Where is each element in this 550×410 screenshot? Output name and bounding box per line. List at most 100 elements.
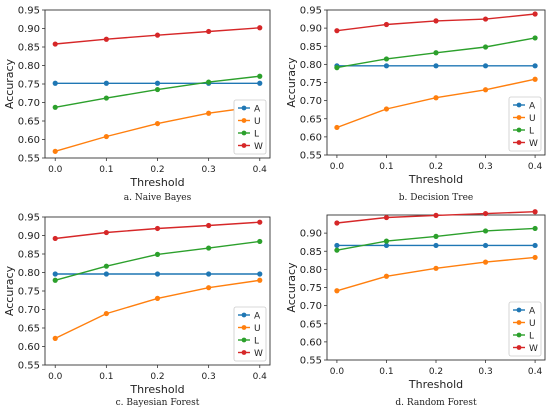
data-point-A <box>433 63 439 69</box>
data-point-L <box>154 86 161 93</box>
legend-marker-L <box>241 130 247 136</box>
y-tick-label: 0.85 <box>300 42 322 53</box>
data-point-W <box>103 229 109 236</box>
data-point-A <box>334 242 340 249</box>
chart-random-forest: 0.55 0.60 0.65 0.70 0.75 0.80 0.85 0.90 0.0 0.1 0.… <box>285 209 546 408</box>
y-tick-label: 0.65 <box>18 117 40 128</box>
data-point-A <box>383 63 390 69</box>
data-point-A <box>482 63 489 69</box>
data-point-W <box>482 210 489 217</box>
data-point-L <box>482 44 489 50</box>
data-point-W <box>257 219 263 225</box>
y-tick-label: 0.70 <box>18 98 40 109</box>
chart-bayesian-forest: 0.55 0.60 0.65 0.70 0.75 0.80 0.85 0.90 0.95 0.0 0… <box>3 213 271 408</box>
x-axis-label: Threshold <box>408 173 463 186</box>
data-point-W <box>52 235 58 242</box>
data-point-U <box>482 87 489 93</box>
legend-label-U: U <box>529 319 536 329</box>
data-point-U <box>206 285 212 291</box>
y-tick-label: 0.65 <box>300 114 322 125</box>
y-tick-label: 0.95 <box>18 6 40 17</box>
y-tick-label: 0.60 <box>300 337 322 348</box>
data-point-W <box>433 212 439 218</box>
x-tick-label: 0.4 <box>253 165 268 175</box>
data-point-U <box>103 133 109 140</box>
y-tick-label: 0.65 <box>18 324 40 335</box>
y-tick-label: 0.90 <box>300 24 322 35</box>
y-tick-label: 0.80 <box>18 61 40 72</box>
x-tick-label: 0.2 <box>150 372 164 382</box>
data-point-L <box>334 247 340 253</box>
data-point-L <box>482 228 489 234</box>
data-point-L <box>334 65 340 71</box>
y-tick-label: 0.70 <box>300 301 322 312</box>
x-tick-label: 0.3 <box>201 165 215 175</box>
data-point-U <box>52 335 58 341</box>
x-tick-label: 0.0 <box>330 367 345 377</box>
y-tick-label: 0.55 <box>300 151 322 162</box>
legend-label-A: A <box>529 307 536 317</box>
legend-label-L: L <box>254 130 259 140</box>
data-point-L <box>52 104 58 110</box>
x-tick-label: 0.4 <box>528 367 543 377</box>
data-point-W <box>334 220 340 226</box>
legend-marker-L <box>241 337 247 343</box>
data-point-A <box>52 271 58 277</box>
data-point-W <box>154 32 161 38</box>
x-tick-label: 0.1 <box>99 372 113 382</box>
legend-label-U: U <box>254 117 261 127</box>
y-tick-label: 0.75 <box>18 80 40 91</box>
data-point-L <box>206 245 212 251</box>
data-point-U <box>206 110 212 116</box>
y-tick-label: 0.80 <box>300 265 322 276</box>
data-point-U <box>52 148 58 154</box>
data-point-L <box>206 79 212 85</box>
x-axis-label: Threshold <box>129 383 184 396</box>
y-tick-label: 0.55 <box>18 154 40 165</box>
x-axis-label: Threshold <box>408 378 463 391</box>
series-line-U <box>54 279 260 340</box>
legend-marker-W <box>241 143 247 148</box>
data-point-A <box>532 63 538 69</box>
data-point-L <box>154 251 161 257</box>
data-point-A <box>433 242 439 249</box>
chart-caption: d. Random Forest <box>395 398 477 408</box>
legend-marker-U <box>241 118 247 123</box>
series-line-U <box>336 78 536 129</box>
legend-marker-W <box>516 345 522 350</box>
y-tick-label: 0.85 <box>18 43 40 54</box>
legend-box <box>508 96 542 152</box>
x-tick-label: 0.0 <box>48 372 63 382</box>
y-axis-label: Accuracy <box>3 265 16 316</box>
x-tick-label: 0.0 <box>330 162 345 172</box>
data-point-L <box>433 50 439 56</box>
chart-decision-tree: 0.55 0.60 0.65 0.70 0.75 0.80 0.85 0.90 0.95 0.0 0… <box>285 6 546 203</box>
y-tick-label: 0.90 <box>18 231 40 242</box>
data-point-W <box>206 222 212 229</box>
data-point-L <box>257 238 263 245</box>
y-tick-label: 0.55 <box>18 361 40 372</box>
data-point-W <box>154 225 161 232</box>
data-point-U <box>154 295 161 301</box>
data-point-A <box>482 242 489 249</box>
data-point-A <box>532 242 538 249</box>
data-point-L <box>383 56 390 62</box>
legend-marker-L <box>516 332 522 338</box>
data-point-L <box>433 233 439 239</box>
chart-panel-naive-bayes: 0.55 0.60 0.65 0.70 0.75 0.80 0.85 0.90 0.95 0.0 0… <box>0 0 275 205</box>
data-point-U <box>433 95 439 101</box>
data-point-U <box>383 106 390 112</box>
data-point-W <box>383 21 390 28</box>
legend-marker-W <box>516 140 522 145</box>
data-point-A <box>383 242 390 249</box>
x-tick-label: 0.2 <box>429 162 443 172</box>
legend-label-A: A <box>254 105 261 115</box>
data-point-A <box>206 271 212 277</box>
legend-label-W: W <box>529 139 538 149</box>
legend-marker-A <box>516 102 522 108</box>
data-point-U <box>154 120 161 127</box>
data-point-A <box>103 271 109 277</box>
y-tick-label: 0.80 <box>18 268 40 279</box>
legend-label-A: A <box>529 102 536 112</box>
data-point-U <box>334 288 340 294</box>
